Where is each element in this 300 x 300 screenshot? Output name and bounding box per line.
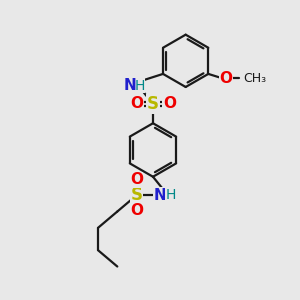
Text: H: H	[134, 79, 145, 92]
Text: CH₃: CH₃	[243, 72, 266, 85]
Text: N: N	[123, 78, 136, 93]
Text: O: O	[163, 96, 176, 111]
Text: O: O	[130, 96, 143, 111]
Text: H: H	[166, 188, 176, 202]
Text: O: O	[220, 71, 233, 86]
Text: O: O	[130, 203, 143, 218]
Text: N: N	[153, 188, 166, 203]
Text: S: S	[147, 95, 159, 113]
Text: O: O	[130, 172, 143, 187]
Text: S: S	[130, 186, 142, 204]
